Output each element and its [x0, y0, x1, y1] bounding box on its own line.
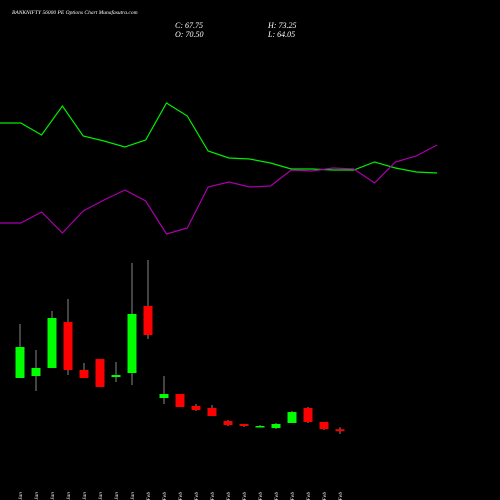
x-tick-label: 18 Feb [338, 492, 344, 500]
candle-body [319, 421, 329, 430]
candle-body [287, 412, 297, 423]
candle-body [127, 313, 137, 374]
candle-body [335, 429, 345, 432]
x-tick-label: 13 Feb [290, 492, 296, 500]
x-tick-label: 05 Feb [194, 492, 200, 500]
candle-body [239, 423, 249, 427]
indicator-line [0, 144, 438, 235]
x-tick-label: 30 Jan [114, 492, 120, 500]
candle-body [159, 394, 169, 398]
candle-body [15, 347, 25, 378]
candle-body [271, 423, 281, 429]
ohlc-close: C: 67.75 [175, 21, 203, 30]
x-tick-label: 14 Feb [305, 492, 312, 500]
x-tick-label: 07 Feb [226, 492, 232, 500]
candle-body [191, 405, 201, 411]
candle-body [79, 369, 89, 378]
candle-body [223, 421, 233, 425]
chart-title: BANKNIFTY 56000 PE Options Chart Munafas… [12, 9, 138, 16]
x-tick-label: 17 Feb [322, 492, 328, 500]
candle-body [63, 322, 73, 370]
x-tick-label: 23 Jan [50, 492, 56, 500]
x-tick-label: 27 Jan [66, 492, 72, 500]
candle-body [111, 375, 121, 378]
indicator-line [0, 102, 438, 174]
ohlc-high: H: 73.25 [267, 21, 296, 30]
x-tick-label: 01 Feb [146, 492, 152, 500]
candle-body [255, 426, 265, 428]
x-tick-label: 03 Feb [162, 492, 168, 500]
x-tick-label: 12 Feb [274, 492, 280, 500]
candle-body [47, 318, 57, 368]
x-tick-label: 06 Feb [210, 492, 216, 500]
candle-body [143, 305, 153, 335]
ohlc-low: L: 64.05 [267, 30, 295, 39]
x-tick-label: 04 Feb [177, 492, 184, 500]
x-tick-label: 22 Jan [34, 492, 40, 500]
candle-body [175, 394, 185, 407]
x-tick-label: 28 Jan [82, 492, 88, 500]
x-tick-label: 11 Feb [258, 492, 264, 500]
candle-body [303, 408, 313, 422]
x-tick-label: 31 Jan [130, 492, 136, 500]
x-tick-label: 10 Feb [242, 492, 248, 500]
candle-body [207, 408, 217, 416]
candle-body [95, 359, 105, 387]
candle-body [31, 367, 41, 377]
x-tick-label: 29 Jan [98, 492, 104, 500]
x-tick-label: 21 Jan [18, 492, 24, 500]
ohlc-open: O: 70.50 [175, 30, 203, 39]
